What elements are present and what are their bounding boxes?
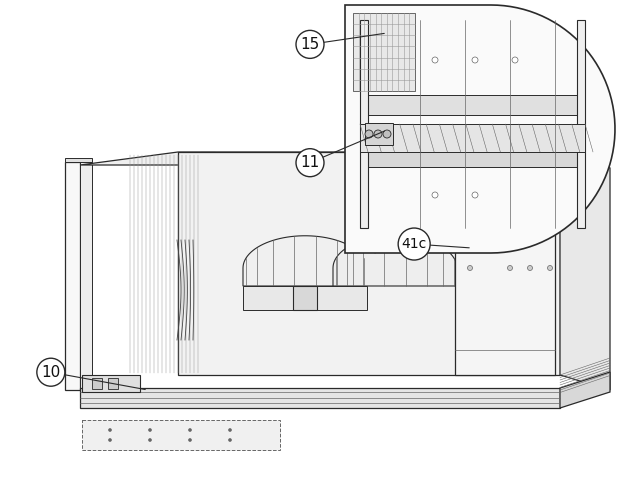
Circle shape	[374, 130, 382, 138]
Polygon shape	[80, 388, 560, 408]
Circle shape	[467, 266, 472, 271]
Polygon shape	[293, 286, 317, 310]
Circle shape	[149, 428, 151, 431]
Circle shape	[547, 266, 552, 271]
Polygon shape	[345, 5, 615, 253]
Polygon shape	[243, 286, 367, 310]
Circle shape	[37, 358, 65, 386]
Circle shape	[398, 228, 430, 260]
Circle shape	[528, 266, 533, 271]
Polygon shape	[200, 152, 215, 360]
Text: 15: 15	[300, 37, 320, 52]
Circle shape	[188, 438, 192, 442]
Polygon shape	[353, 13, 415, 91]
Polygon shape	[360, 124, 585, 152]
Circle shape	[472, 192, 478, 198]
Polygon shape	[560, 152, 610, 390]
Text: 10: 10	[41, 365, 61, 380]
Polygon shape	[360, 95, 585, 115]
Polygon shape	[65, 162, 80, 390]
Polygon shape	[80, 162, 92, 390]
Polygon shape	[360, 150, 585, 167]
Polygon shape	[80, 152, 560, 165]
Polygon shape	[560, 372, 610, 408]
Text: 11: 11	[300, 155, 320, 170]
Polygon shape	[365, 123, 393, 145]
Text: 41c: 41c	[402, 237, 427, 251]
Polygon shape	[178, 152, 560, 375]
Polygon shape	[108, 378, 118, 389]
Circle shape	[149, 438, 151, 442]
Circle shape	[108, 428, 112, 431]
Circle shape	[296, 149, 324, 176]
Polygon shape	[360, 20, 368, 228]
Polygon shape	[82, 375, 140, 392]
Polygon shape	[65, 158, 92, 162]
Circle shape	[432, 57, 438, 63]
Polygon shape	[243, 236, 367, 286]
Circle shape	[188, 428, 192, 431]
Circle shape	[108, 438, 112, 442]
Circle shape	[472, 57, 478, 63]
Text: eReplacementParts.com: eReplacementParts.com	[238, 240, 382, 253]
Polygon shape	[577, 20, 585, 228]
Circle shape	[432, 192, 438, 198]
Polygon shape	[92, 378, 102, 389]
Circle shape	[229, 428, 231, 431]
Circle shape	[512, 57, 518, 63]
Circle shape	[383, 130, 391, 138]
Polygon shape	[333, 236, 457, 286]
Circle shape	[365, 130, 373, 138]
Polygon shape	[215, 152, 225, 360]
Circle shape	[296, 31, 324, 58]
Polygon shape	[82, 420, 280, 450]
Circle shape	[229, 438, 231, 442]
Polygon shape	[455, 155, 555, 375]
Circle shape	[508, 266, 513, 271]
